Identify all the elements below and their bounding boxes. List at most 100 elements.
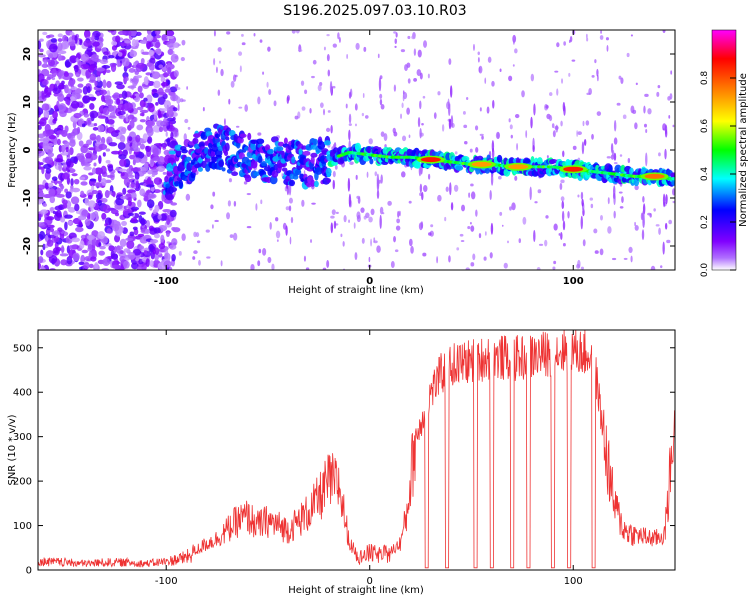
heatmap-cell bbox=[164, 88, 172, 93]
heatmap-cell bbox=[105, 69, 111, 73]
heatmap-cell bbox=[664, 222, 668, 230]
heatmap-cell bbox=[368, 138, 373, 145]
heatmap-cell bbox=[220, 260, 223, 267]
heatmap-cell bbox=[250, 160, 258, 169]
heatmap-cell bbox=[157, 110, 162, 119]
heatmap-cell bbox=[181, 149, 188, 154]
heatmap-cell bbox=[144, 228, 150, 234]
heatmap-cell bbox=[342, 241, 345, 247]
heatmap-cell bbox=[323, 46, 326, 51]
heatmap-cell bbox=[38, 40, 42, 50]
heatmap-cell bbox=[38, 192, 45, 198]
heatmap-y-axis: -20 -10 0 10 20 bbox=[22, 47, 675, 255]
heatmap-cell bbox=[214, 133, 221, 138]
heatmap-cell bbox=[81, 123, 86, 128]
heatmap-cell bbox=[87, 147, 96, 151]
heatmap-peak bbox=[563, 166, 584, 172]
heatmap-cell bbox=[74, 64, 79, 73]
heatmap-cell bbox=[105, 98, 114, 106]
heatmap-cell bbox=[533, 229, 536, 243]
heatmap-cell bbox=[323, 108, 325, 116]
heatmap-cell bbox=[69, 139, 76, 148]
heatmap-cell bbox=[134, 171, 140, 181]
heatmap-cell bbox=[246, 226, 252, 229]
heatmap-cell bbox=[43, 59, 48, 67]
heatmap-cell bbox=[379, 93, 383, 99]
heatmap-cell bbox=[71, 173, 78, 177]
heatmap-cell bbox=[146, 199, 155, 209]
heatmap-cell bbox=[121, 220, 128, 226]
heatmap-cell bbox=[301, 106, 306, 111]
heatmap-cell bbox=[633, 179, 640, 187]
heatmap-cell bbox=[226, 31, 231, 35]
heatmap-cell bbox=[133, 61, 137, 68]
heatmap-cell bbox=[620, 164, 626, 173]
heatmap-cell bbox=[611, 257, 617, 261]
heatmap-cells bbox=[38, 30, 675, 270]
heatmap-cell bbox=[473, 43, 475, 51]
heatmap-cell bbox=[224, 118, 226, 126]
heatmap-cell bbox=[620, 77, 624, 84]
heatmap-cell bbox=[310, 152, 318, 158]
heatmap-cell bbox=[158, 142, 162, 151]
heatmap-cell bbox=[419, 100, 422, 110]
heatmap-cell bbox=[92, 41, 100, 47]
heatmap-cell bbox=[62, 199, 68, 205]
snr-y-axis: 0 100 200 300 400 500 bbox=[13, 343, 675, 577]
snr-x-tick-label: 0 bbox=[367, 576, 373, 587]
heatmap-cell bbox=[55, 158, 64, 163]
heatmap-cell bbox=[45, 34, 51, 39]
heatmap-cell bbox=[79, 176, 86, 181]
heatmap-cell bbox=[65, 146, 69, 153]
heatmap-cell bbox=[154, 247, 160, 255]
heatmap-cell bbox=[418, 166, 422, 177]
heatmap-cell bbox=[153, 227, 161, 234]
heatmap-cell bbox=[83, 39, 92, 47]
heatmap-cell bbox=[530, 116, 533, 129]
heatmap-cell bbox=[169, 38, 176, 43]
heatmap-cell bbox=[666, 239, 671, 244]
heatmap-cell bbox=[57, 42, 63, 52]
heatmap-cell bbox=[594, 250, 599, 254]
heatmap-cell bbox=[143, 250, 148, 255]
heatmap-cell bbox=[38, 73, 45, 83]
heatmap-cell bbox=[129, 231, 135, 237]
heatmap-cell bbox=[580, 191, 584, 200]
heatmap-cell bbox=[41, 103, 50, 111]
heatmap-cell bbox=[233, 200, 237, 207]
heatmap-cell bbox=[157, 165, 166, 173]
heatmap-cell bbox=[246, 193, 252, 196]
heatmap-cell bbox=[56, 138, 61, 146]
heatmap-cell bbox=[70, 86, 78, 91]
heatmap-cell bbox=[166, 169, 174, 177]
heatmap-cell bbox=[241, 33, 244, 37]
heatmap-cell bbox=[113, 246, 118, 253]
heatmap-cell bbox=[86, 234, 96, 241]
heatmap-cell bbox=[379, 98, 383, 106]
heatmap-cell bbox=[559, 182, 563, 191]
heatmap-cell bbox=[143, 196, 149, 202]
heatmap-cell bbox=[78, 39, 83, 46]
heatmap-cell bbox=[220, 68, 224, 77]
heatmap-cell bbox=[55, 80, 60, 85]
heatmap-cell bbox=[127, 85, 137, 89]
heatmap-cell bbox=[477, 51, 480, 56]
heatmap-cell bbox=[84, 30, 91, 39]
heatmap-cell bbox=[143, 162, 149, 172]
heatmap-cell bbox=[387, 200, 392, 206]
heatmap-cell bbox=[277, 141, 285, 147]
heatmap-cell bbox=[374, 171, 378, 177]
heatmap-cell bbox=[88, 263, 94, 269]
heatmap-cell bbox=[89, 133, 97, 141]
colorbar-frame bbox=[711, 29, 737, 271]
heatmap-cell bbox=[297, 49, 303, 52]
heatmap-cell bbox=[239, 65, 242, 73]
heatmap-cell bbox=[448, 58, 452, 65]
heatmap-cell bbox=[325, 167, 332, 176]
heatmap-cell bbox=[582, 120, 585, 127]
heatmap-cell bbox=[106, 126, 115, 134]
heatmap-cell bbox=[80, 53, 90, 62]
heatmap-cell bbox=[86, 117, 92, 126]
heatmap-cell bbox=[217, 89, 221, 96]
heatmap-cell bbox=[670, 70, 673, 75]
